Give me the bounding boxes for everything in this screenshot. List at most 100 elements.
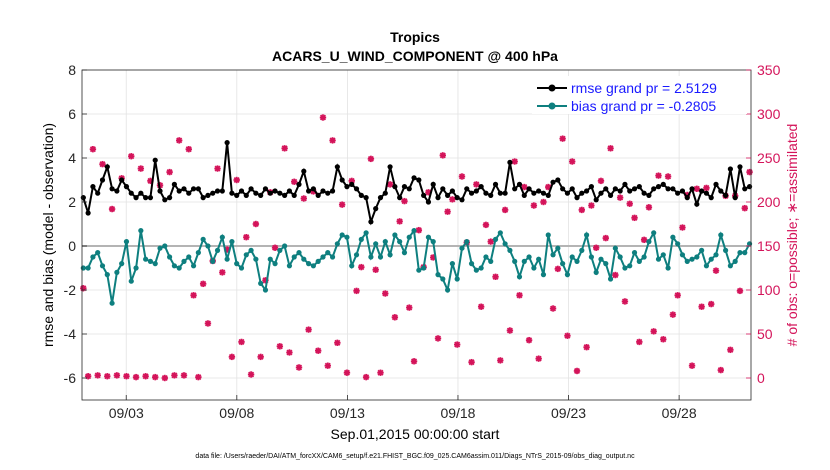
obs-count-point [108,205,116,213]
rmse-point [349,181,355,187]
rmse-point [699,188,705,194]
obs-count-point [334,339,341,346]
chart-title: Tropics [390,29,440,45]
bias-point [483,254,489,260]
y-tick-label: -2 [64,282,77,298]
y-axis-label: rmse and bias (model - observation) [40,123,56,347]
obs-count-point [669,311,677,318]
bias-point [320,254,326,260]
y2-tick-label: 300 [757,106,781,122]
obs-count-point [578,206,586,214]
bias-point [224,256,230,262]
rmse-point [373,206,379,212]
obs-count-point [343,369,351,376]
bias-point [598,256,604,262]
rmse-point [306,188,312,194]
bias-point [368,254,374,260]
rmse-point [162,197,168,203]
bias-point [732,258,738,264]
legend-rmse-marker [548,84,556,92]
obs-count-point [679,224,686,231]
rmse-point [234,192,240,198]
obs-count-point [377,369,384,376]
bias-point [569,254,575,260]
obs-count-point [247,371,255,378]
obs-count-point [434,335,442,342]
data-file-footnote: data file: /Users/raeder/DAI/ATM_forcXX/… [195,453,635,460]
bias-point [622,265,628,271]
obs-count-point [487,238,494,245]
obs-count-point [84,373,92,380]
rmse-point [569,186,575,192]
bias-point [253,256,259,262]
rmse-point [521,192,527,198]
bias-point [104,272,110,278]
obs-count-point [104,373,111,380]
rmse-point [382,190,388,196]
bias-point [382,239,388,245]
rmse-point [205,192,211,198]
bias-point [315,258,321,264]
rmse-point [181,186,187,192]
rmse-point [675,190,681,196]
rmse-point [459,197,465,203]
bias-point [555,245,561,251]
bias-point [416,267,422,273]
obs-count-point [123,373,130,380]
legend-box [532,76,747,114]
obs-count-point [338,201,346,208]
bias-point [430,239,436,245]
bias-point [478,265,484,271]
rmse-point [464,186,470,192]
obs-count-point [161,374,169,382]
bias-point [234,261,240,267]
bias-point [492,236,499,242]
bias-point [205,243,211,249]
obs-count-point [688,362,696,369]
bias-point [248,247,254,253]
obs-count-point [415,226,423,234]
x-tick-label: 09/18 [440,405,475,421]
bias-point [282,243,288,249]
rmse-point [703,190,710,196]
obs-count-point [612,271,619,279]
bias-point [636,258,642,264]
bias-point [406,234,412,240]
obs-count-point [439,152,447,159]
rmse-point [727,166,733,172]
bias-point [540,272,547,278]
rmse-point [502,190,508,196]
rmse-point [646,192,652,198]
obs-count-point [583,344,590,351]
y-tick-label: 6 [68,106,76,122]
rmse-point [516,181,523,187]
rmse-point [85,210,91,216]
bias-point [675,241,681,247]
bias-point [143,256,149,262]
rmse-point [411,175,417,181]
bias-point [80,265,86,271]
rmse-series [80,140,753,226]
rmse-point [243,192,249,198]
rmse-point [636,184,642,190]
bias-point [162,243,168,249]
obs-count-point [199,280,207,288]
obs-count-point [516,292,523,299]
bias-point [660,252,666,258]
rmse-point [497,190,503,196]
rmse-point [406,186,412,192]
rmse-point [742,186,748,192]
plot-area [82,70,751,400]
obs-count-point [492,273,499,280]
rmse-point [607,192,614,198]
rmse-point [416,177,422,183]
rmse-point [540,190,547,196]
rmse-point [90,184,96,190]
rmse-point [401,184,408,190]
obs-count-point [453,341,461,348]
bias-point [133,265,139,271]
bias-point [526,254,532,260]
obs-count-point [295,364,303,371]
rmse-point [95,190,101,196]
rmse-point [627,188,633,194]
